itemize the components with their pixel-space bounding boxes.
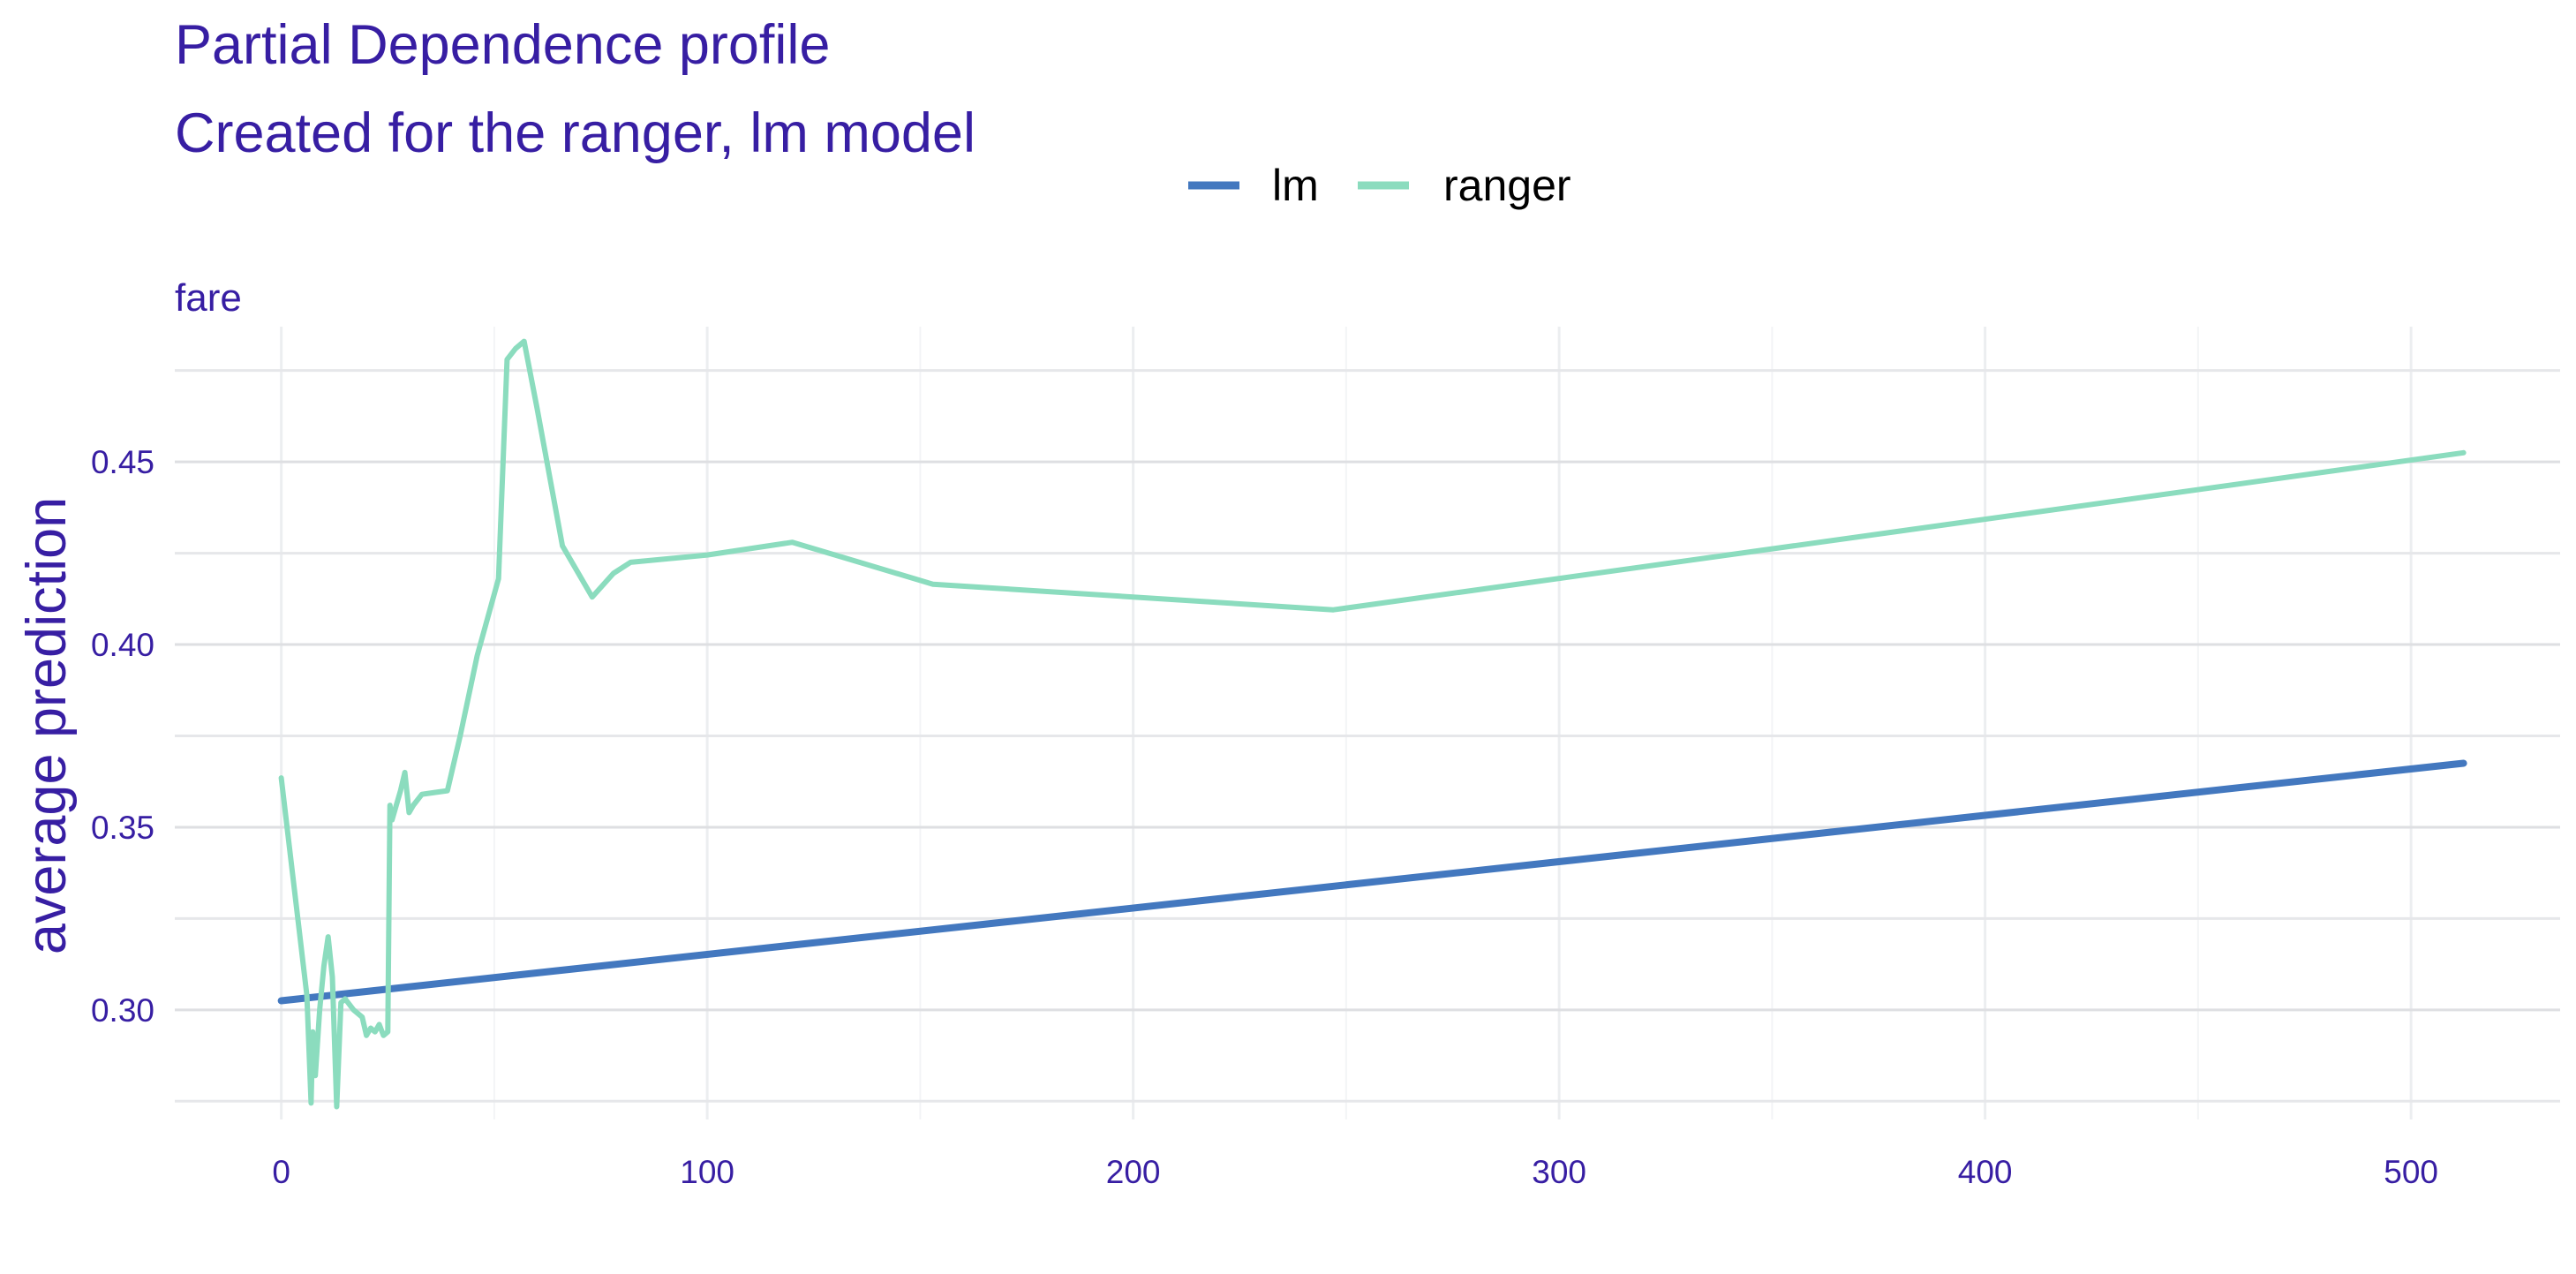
y-tick-label: 0.45 [91,444,154,480]
chart-title: Partial Dependence profile [175,14,830,76]
series-lines [277,338,2467,1110]
y-axis-label: average prediction [16,497,78,954]
facet-label: fare [175,276,242,320]
x-tick-label: 200 [1106,1154,1161,1190]
y-tick-label: 0.30 [91,992,154,1029]
grid [175,327,2560,1119]
y-tick-label: 0.40 [91,627,154,663]
chart-subtitle: Created for the ranger, lm model [175,102,975,164]
legend-label-ranger: ranger [1443,161,1571,210]
x-tick-label: 400 [1958,1154,2013,1190]
x-tick-label: 0 [272,1154,290,1190]
x-tick-label: 100 [680,1154,734,1190]
x-tick-label: 500 [2384,1154,2438,1190]
legend-label-lm: lm [1272,161,1319,210]
y-tick-label: 0.35 [91,810,154,846]
legend: lm ranger [1188,161,1571,210]
x-tick-label: 300 [1532,1154,1586,1190]
tick-labels: 0 100 200 300 400 500 0.30 0.35 0.40 0.45 [91,444,2438,1190]
series-line-ranger [278,338,2467,1110]
series-line-lm [277,759,2467,1005]
